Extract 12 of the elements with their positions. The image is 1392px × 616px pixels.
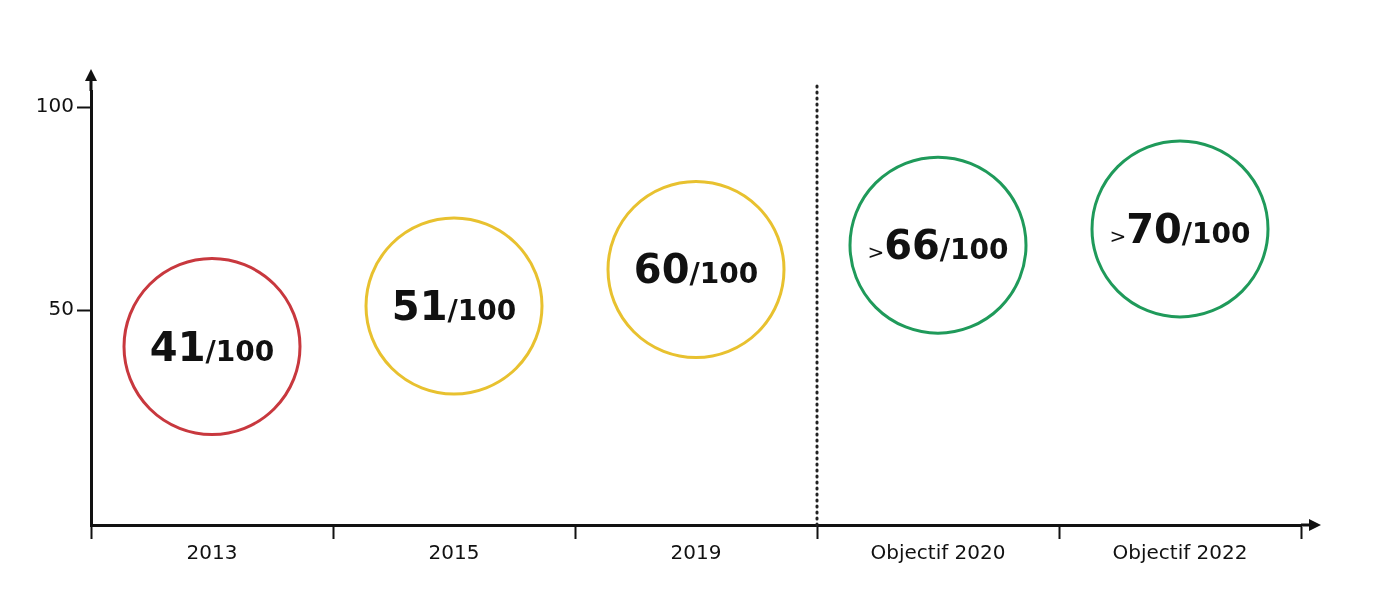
x-tick-label: Objectif 2022	[1112, 540, 1248, 565]
data-label: 41/100	[149, 323, 275, 370]
data-label: >66/100	[867, 222, 1009, 269]
x-tick-label: Objectif 2020	[870, 540, 1006, 565]
y-tick-label: 50	[48, 296, 74, 321]
data-label: 60/100	[633, 246, 759, 293]
x-tick-label: 2013	[186, 540, 238, 565]
x-tick-label: 2015	[428, 540, 480, 565]
data-label: >70/100	[1109, 205, 1251, 252]
y-tick-label: 100	[35, 93, 74, 118]
data-label: 51/100	[391, 282, 517, 329]
x-tick-label: 2019	[670, 540, 722, 565]
